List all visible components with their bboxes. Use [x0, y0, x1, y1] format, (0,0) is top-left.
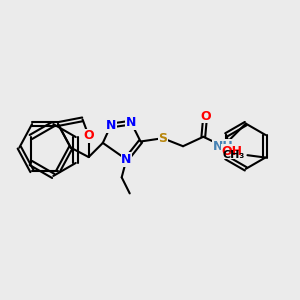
Text: N: N: [126, 116, 136, 129]
Text: S: S: [158, 132, 167, 145]
Text: OH: OH: [221, 145, 242, 158]
Text: CH₃: CH₃: [223, 150, 245, 160]
Text: O: O: [200, 110, 211, 122]
Text: N: N: [121, 153, 132, 166]
Text: O: O: [83, 129, 94, 142]
Text: NH: NH: [213, 140, 233, 153]
Text: N: N: [106, 119, 116, 132]
